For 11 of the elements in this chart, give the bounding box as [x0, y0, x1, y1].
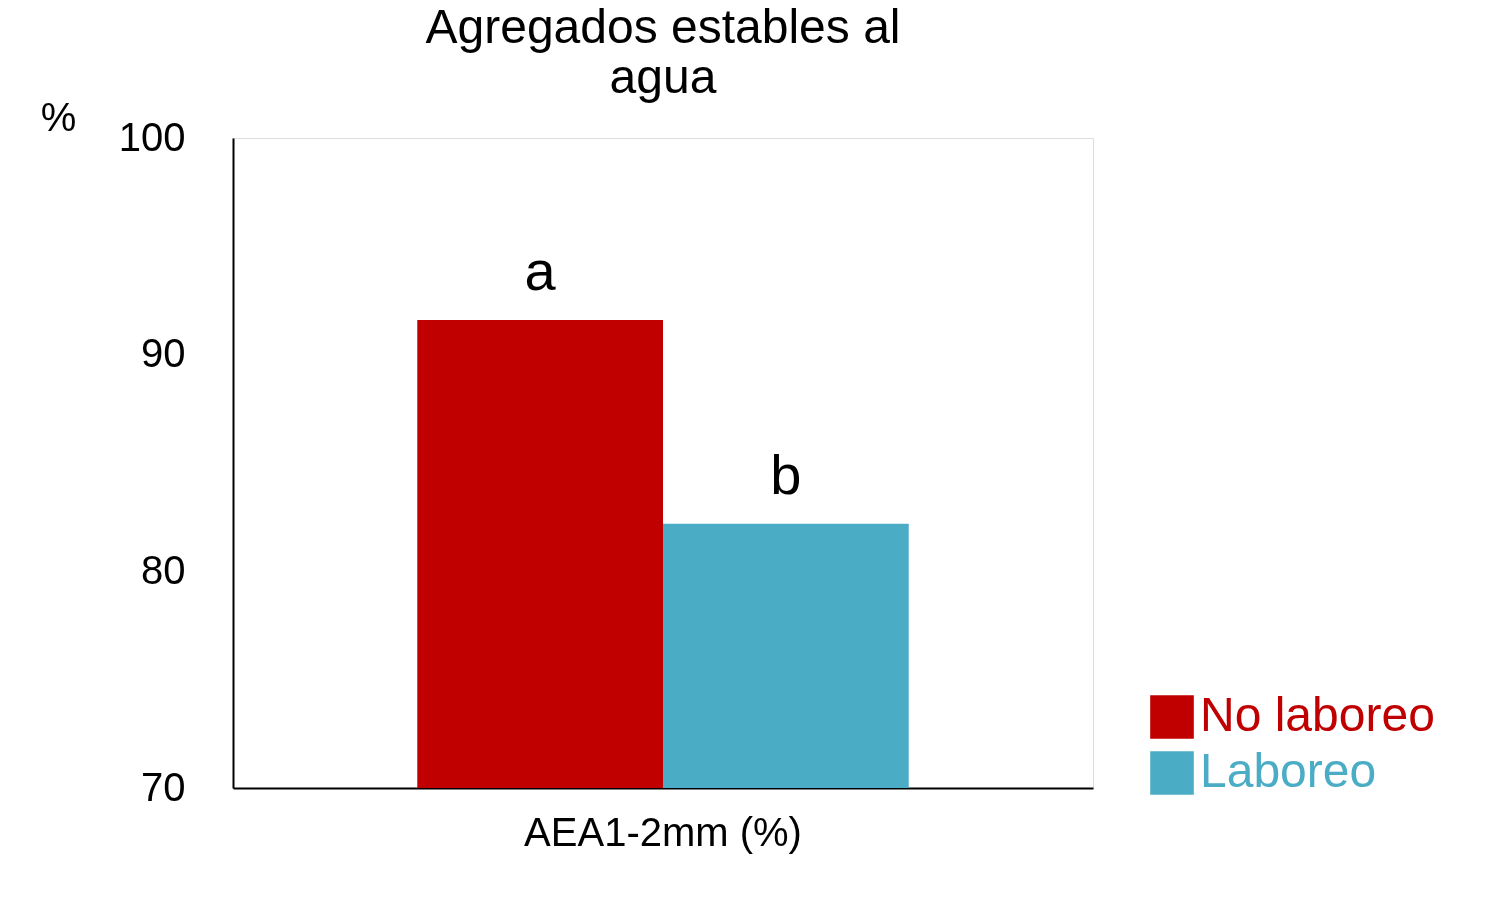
- chart-title: Agregados estables al agua: [425, 0, 901, 103]
- y-axis-title: %: [40, 94, 77, 139]
- legend-label: Laboreo: [1200, 744, 1377, 797]
- annotation: b: [770, 442, 802, 506]
- y-tick-label: 80: [141, 547, 186, 592]
- legend-label: No laboreo: [1200, 688, 1435, 741]
- y-tick-label: 90: [141, 331, 186, 376]
- x-tick-label: AEA1-2mm (%): [524, 809, 802, 854]
- y-tick-label: 100: [118, 114, 186, 159]
- annotation: a: [524, 239, 557, 302]
- y-tick-label: 70: [141, 764, 186, 809]
